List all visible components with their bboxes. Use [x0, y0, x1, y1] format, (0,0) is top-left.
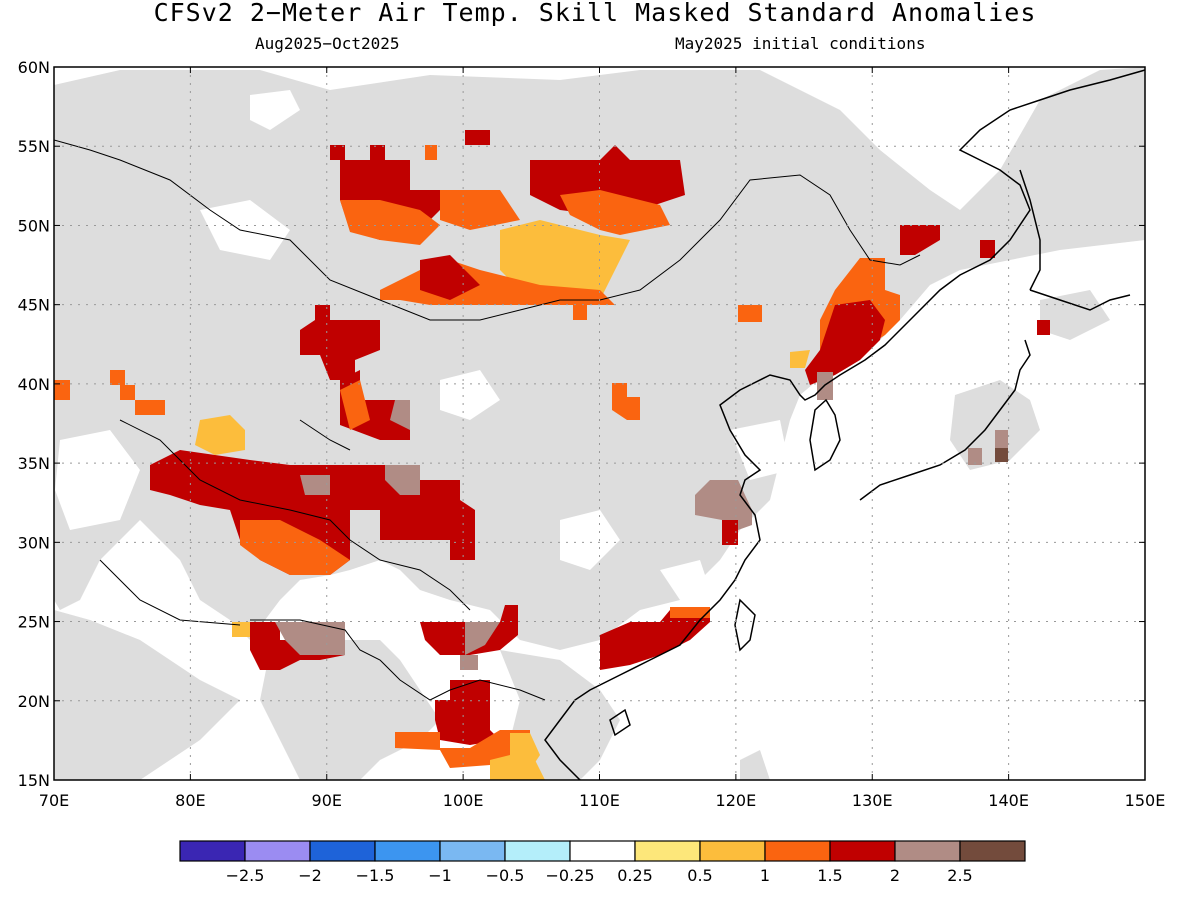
legend-label: 0.25	[617, 866, 653, 885]
lat-label: 25N	[18, 613, 50, 632]
coastlines	[544, 69, 1145, 780]
legend-swatch	[764, 840, 831, 862]
country-borders	[54, 139, 921, 701]
unmasked-gaps	[55, 90, 900, 600]
lon-label: 130E	[852, 791, 893, 810]
legend-label: −0.5	[486, 866, 525, 885]
period-subtitle: Aug2025−Oct2025	[255, 34, 400, 53]
lat-label: 50N	[18, 216, 50, 235]
legend-label: −0.25	[545, 866, 594, 885]
lon-label: 110E	[579, 791, 620, 810]
legend-label: −1	[428, 866, 452, 885]
anomaly-patches	[54, 130, 1050, 780]
legend-label: −2.5	[226, 866, 265, 885]
map-title: CFSv2 2−Meter Air Temp. Skill Masked Sta…	[153, 0, 1037, 27]
lat-label: 45N	[18, 296, 50, 315]
legend-label: 2	[890, 866, 900, 885]
lat-label: 40N	[18, 375, 50, 394]
legend-swatch	[244, 840, 311, 862]
legend-swatch	[504, 840, 571, 862]
lon-label: 80E	[175, 791, 205, 810]
legend-swatch	[959, 840, 1026, 862]
graticule	[54, 67, 1145, 780]
lon-label: 150E	[1125, 791, 1166, 810]
legend-swatch	[699, 840, 766, 862]
legend-swatch	[634, 840, 701, 862]
color-legend: −2.5 −2 −1.5 −1 −0.5 −0.25 0.25 0.5 1 1.5 2 2.5	[179, 840, 1026, 885]
lon-label: 100E	[443, 791, 484, 810]
lat-label: 20N	[18, 692, 50, 711]
legend-swatch	[569, 840, 636, 862]
lon-label: 140E	[988, 791, 1029, 810]
legend-label: 2.5	[947, 866, 972, 885]
lat-label: 30N	[18, 533, 50, 552]
legend-label: 1.5	[817, 866, 842, 885]
lat-label: 15N	[18, 771, 50, 790]
legend-label: −1.5	[356, 866, 395, 885]
lat-label: 35N	[18, 454, 50, 473]
legend-label: −2	[298, 866, 322, 885]
lon-label: 70E	[39, 791, 69, 810]
legend-swatch	[829, 840, 896, 862]
lon-label: 90E	[312, 791, 342, 810]
legend-swatch	[374, 840, 441, 862]
initial-conditions-subtitle: May2025 initial conditions	[675, 34, 926, 53]
legend-label: 0.5	[687, 866, 712, 885]
legend-swatch	[179, 840, 246, 862]
legend-swatch	[309, 840, 376, 862]
legend-label: 1	[760, 866, 770, 885]
lat-label: 55N	[18, 137, 50, 156]
legend-swatch	[439, 840, 506, 862]
legend-swatch	[894, 840, 961, 862]
lon-label: 120E	[716, 791, 757, 810]
lat-label: 60N	[18, 58, 50, 77]
